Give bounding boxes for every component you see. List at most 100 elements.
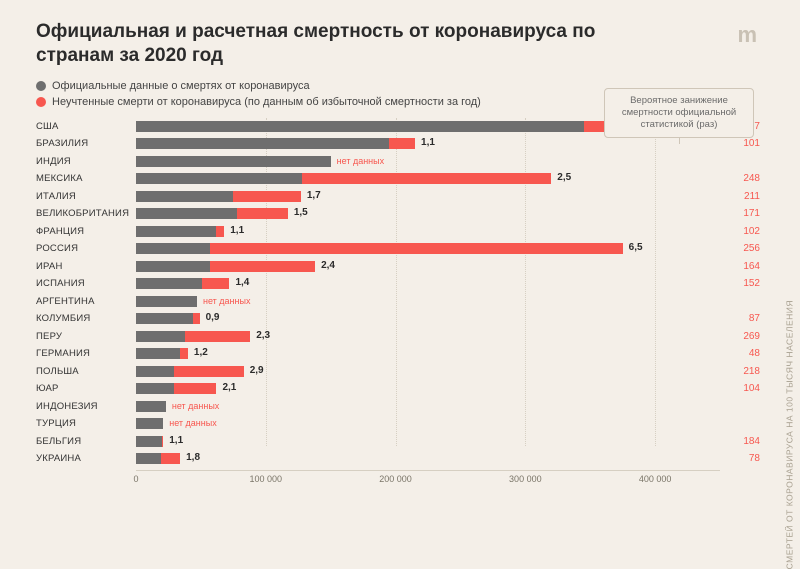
country-label: ВЕЛИКОБРИТАНИЯ	[36, 208, 136, 219]
bar-official	[136, 173, 302, 184]
bar-excess	[193, 313, 199, 324]
per100k-value: 104	[720, 383, 760, 394]
per100k-value: 78	[720, 453, 760, 464]
nodata-label: нет данных	[169, 418, 216, 428]
bar-row: ПЕРУ2,3269	[36, 328, 760, 346]
country-label: МЕКСИКА	[36, 173, 136, 184]
x-tick: 0	[133, 474, 138, 484]
ratio-label: 1,1	[421, 137, 435, 148]
per100k-value: 256	[720, 243, 760, 254]
bar-row: БРАЗИЛИЯ 1,1 101	[36, 135, 760, 153]
country-label: ЮАР	[36, 383, 136, 394]
country-label: БРАЗИЛИЯ	[36, 138, 136, 149]
bar-row: ИНДИЯ нет данных	[36, 153, 760, 171]
bar-track: нет данных	[136, 156, 720, 167]
ratio-label: 1,4	[235, 277, 249, 288]
bar-row: ИНДОНЕЗИЯ нет данных	[36, 398, 760, 416]
bar-track: 1,1	[136, 138, 720, 149]
bar-track: 0,9	[136, 313, 720, 324]
bar-row: АРГЕНТИНА нет данных	[36, 293, 760, 311]
bar-excess	[237, 208, 288, 219]
nodata-label: нет данных	[203, 296, 250, 306]
bar-official	[136, 296, 197, 307]
bar-official	[136, 383, 174, 394]
nodata-label: нет данных	[172, 401, 219, 411]
bar-excess	[162, 436, 163, 447]
bar-track: 1,1	[136, 436, 720, 447]
per100k-value: 184	[720, 436, 760, 447]
bar-excess	[185, 331, 250, 342]
side-caption: СМЕРТЕЙ ОТ КОРОНАВИРУСА НА 100 ТЫСЯЧ НАС…	[784, 300, 794, 569]
bar-track: 1,5	[136, 208, 720, 219]
bar-track: 2,9	[136, 366, 720, 377]
bar-track: 1,7	[136, 191, 720, 202]
bar-official	[136, 191, 233, 202]
country-label: УКРАИНА	[36, 453, 136, 464]
country-label: РОССИЯ	[36, 243, 136, 254]
bar-official	[136, 138, 389, 149]
x-axis: 0100 000200 000300 000400 000	[136, 470, 720, 492]
ratio-label: 2,5	[557, 172, 571, 183]
per100k-value: 218	[720, 366, 760, 377]
bar-official	[136, 313, 200, 324]
country-label: БЕЛЬГИЯ	[36, 436, 136, 447]
bars-area: США1,3137БРАЗИЛИЯ1,1101ИНДИЯнет данныхМЕ…	[36, 118, 760, 468]
per100k-value: 171	[720, 208, 760, 219]
bar-official	[136, 418, 163, 429]
bar-track: 6,5	[136, 243, 720, 254]
bar-excess	[233, 191, 300, 202]
per100k-value: 101	[720, 138, 760, 149]
ratio-label: 1,2	[194, 347, 208, 358]
legend-dot-excess	[36, 97, 46, 107]
bar-track: нет данных	[136, 296, 720, 307]
ratio-label: 1,8	[186, 452, 200, 463]
x-tick: 100 000	[249, 474, 282, 484]
bar-official	[136, 366, 174, 377]
per100k-value: 211	[720, 191, 760, 202]
ratio-label: 1,1	[169, 435, 183, 446]
country-label: ИНДИЯ	[36, 156, 136, 167]
bar-row: ГЕРМАНИЯ1,248	[36, 345, 760, 363]
bar-row: РОССИЯ 6,5 256	[36, 240, 760, 258]
ratio-label: 0,9	[206, 312, 220, 323]
ratio-label: 2,4	[321, 260, 335, 271]
ratio-label: 1,5	[294, 207, 308, 218]
bar-row: ПОЛЬША2,9218	[36, 363, 760, 381]
ratio-label: 1,1	[230, 225, 244, 236]
country-label: ИТАЛИЯ	[36, 191, 136, 202]
x-tick: 400 000	[639, 474, 672, 484]
bar-row: КОЛУМБИЯ0,987	[36, 310, 760, 328]
bar-official	[136, 156, 331, 167]
country-label: ИНДОНЕЗИЯ	[36, 401, 136, 412]
bar-official	[136, 453, 161, 464]
callout-box: Вероятное занижение смертности официальн…	[604, 88, 754, 138]
bar-excess	[210, 261, 315, 272]
bar-official	[136, 331, 185, 342]
ratio-label: 2,9	[250, 365, 264, 376]
bar-excess	[389, 138, 415, 149]
bar-official	[136, 348, 180, 359]
bar-excess	[161, 453, 180, 464]
bar-official	[136, 436, 162, 447]
country-label: США	[36, 121, 136, 132]
bar-official	[136, 278, 202, 289]
bar-track: нет данных	[136, 418, 720, 429]
bar-row: ВЕЛИКОБРИТАНИЯ 1,5 171	[36, 205, 760, 223]
bar-row: ЮАР 2,1 104	[36, 380, 760, 398]
per100k-value: 152	[720, 278, 760, 289]
bar-excess	[216, 226, 224, 237]
legend-label-official: Официальные данные о смертях от коронави…	[52, 80, 310, 92]
bar-track: 1,8	[136, 453, 720, 464]
bar-row: ФРАНЦИЯ1,1102	[36, 223, 760, 241]
bar-row: ИСПАНИЯ1,4152	[36, 275, 760, 293]
nodata-label: нет данных	[337, 156, 384, 166]
country-label: АРГЕНТИНА	[36, 296, 136, 307]
bar-track: 1,2	[136, 348, 720, 359]
ratio-label: 6,5	[629, 242, 643, 253]
x-tick: 200 000	[379, 474, 412, 484]
per100k-value: 48	[720, 348, 760, 359]
bar-row: БЕЛЬГИЯ 1,1 184	[36, 433, 760, 451]
ratio-label: 2,1	[222, 382, 236, 393]
per100k-value: 248	[720, 173, 760, 184]
country-label: ФРАНЦИЯ	[36, 226, 136, 237]
